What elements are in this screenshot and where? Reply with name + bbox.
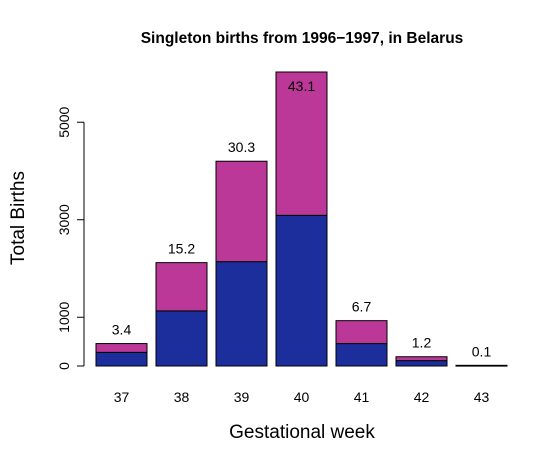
data-label: 30.3 [228, 139, 255, 155]
y-axis: 0 1000 3000 5000 [56, 106, 85, 370]
bar-segment-41-2 [335, 320, 388, 345]
bar-segment-39-1 [215, 261, 268, 367]
chart-title: Singleton births from 1996−1997, in Bela… [141, 30, 464, 47]
x-tick-label: 37 [114, 389, 130, 405]
data-label: 43.1 [288, 78, 315, 94]
data-label: 0.1 [472, 343, 492, 359]
y-axis-label: Total Births [8, 171, 29, 265]
x-tick-labels: 37 38 39 40 41 42 43 [114, 389, 490, 405]
bar-segment-38-2 [155, 262, 208, 312]
y-tick-label: 5000 [56, 106, 72, 137]
bar-segment-42-2 [395, 356, 448, 362]
x-tick-label: 43 [474, 389, 490, 405]
x-axis-label: Gestational week [229, 422, 375, 443]
bar-segment-37-1 [95, 351, 148, 367]
bar-segment-39-2 [215, 160, 268, 263]
x-tick-label: 42 [414, 389, 430, 405]
y-tick-label: 3000 [56, 204, 72, 235]
data-label: 6.7 [352, 299, 372, 315]
x-tick-label: 38 [174, 389, 190, 405]
bar-segment-37-2 [95, 343, 148, 353]
x-tick-label: 41 [354, 389, 370, 405]
bar-segment-40-2 [275, 71, 328, 216]
x-tick-label: 40 [294, 389, 310, 405]
data-label: 3.4 [112, 322, 132, 338]
y-tick-label: 1000 [56, 301, 72, 332]
bar-segment-41-1 [335, 343, 388, 367]
y-tick-label: 0 [56, 362, 72, 370]
bars [95, 71, 508, 367]
bar-segment-42-1 [395, 360, 448, 367]
data-label: 1.2 [412, 335, 432, 351]
data-labels: 3.4 15.2 30.3 43.1 6.7 1.2 0.1 [112, 78, 492, 359]
data-label: 15.2 [168, 241, 195, 257]
x-tick-label: 39 [234, 389, 250, 405]
bar-segment-43-2 [455, 364, 508, 367]
bar-segment-40-1 [275, 214, 328, 367]
bar-segment-38-1 [155, 310, 208, 367]
